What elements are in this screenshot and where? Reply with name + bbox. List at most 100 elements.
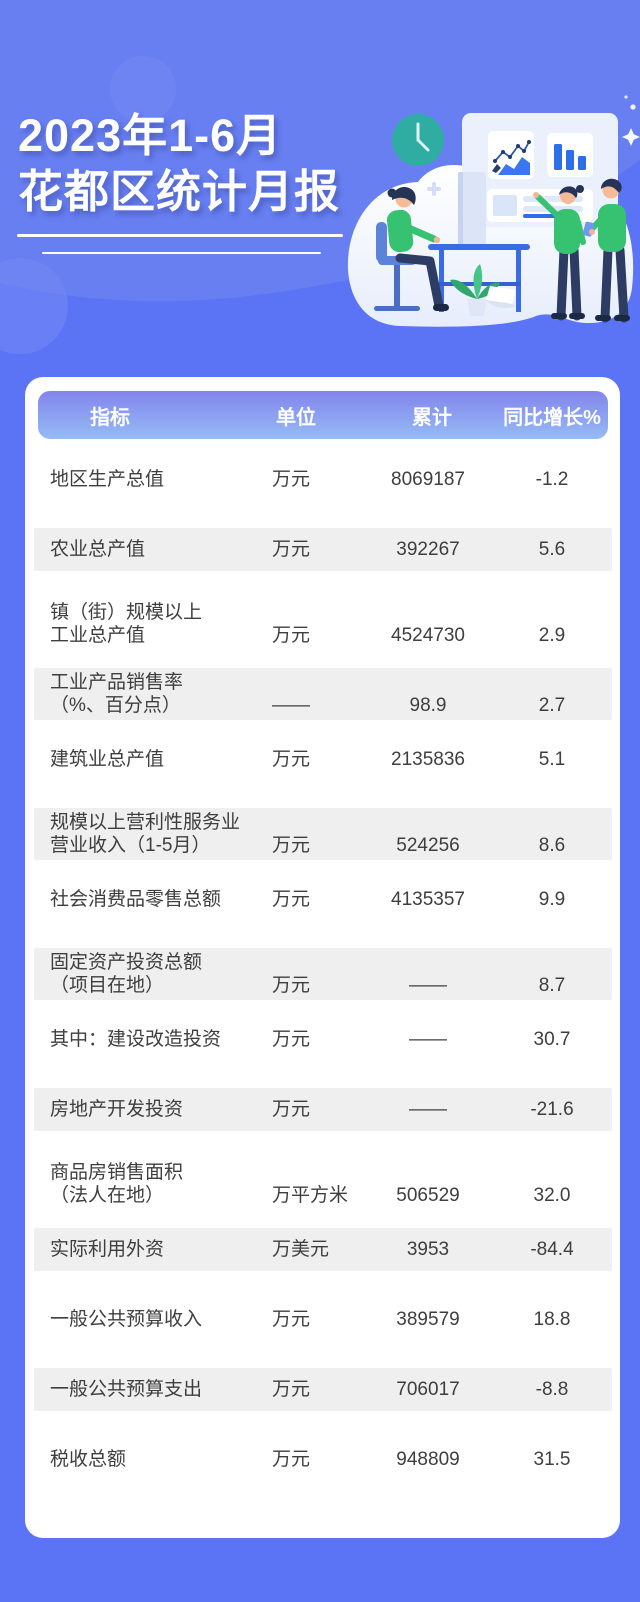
seated-person [386, 187, 449, 311]
yoy-cell: 30.7 [533, 1029, 571, 1050]
decor-dot-small [624, 95, 628, 99]
indicator-cell: 农业总产值 [50, 539, 146, 560]
title-underline-primary [17, 234, 343, 237]
yoy-cell: 32.0 [533, 1185, 571, 1206]
cumulative-cell: 8069187 [391, 469, 465, 490]
yoy-cell: -8.8 [535, 1379, 569, 1400]
unit-cell: 万元 [272, 1379, 311, 1400]
yoy-cell: 5.6 [538, 539, 566, 560]
paper-sheet [486, 286, 516, 308]
cumulative-cell: 392267 [396, 539, 460, 560]
indicator-cell: 社会消费品零售总额 [50, 889, 222, 910]
yoy-cell: 2.9 [538, 625, 566, 646]
column-header-yoy: 同比增长% [503, 406, 601, 429]
page-title: 2023年1-6月 花都区统计月报 [18, 108, 340, 220]
table-row: 工业产品销售率 （%、百分点） —— 98.9 2.7 [34, 668, 612, 720]
table-row: 房地产开发投资 万元 —— -21.6 [34, 1088, 612, 1131]
indicator-cell: 一般公共预算收入 [50, 1309, 203, 1330]
indicator-cell: 固定资产投资总额 （项目在地） [50, 952, 203, 996]
yoy-cell: -84.4 [530, 1239, 574, 1260]
table-row: 建筑业总产值 万元 2135836 5.1 [34, 738, 612, 781]
monitor [458, 172, 486, 245]
plus-icon [427, 182, 441, 196]
indicator-cell: 税收总额 [50, 1449, 127, 1470]
yoy-cell: -21.6 [530, 1099, 574, 1120]
line-chart-icon [488, 131, 534, 179]
column-header-unit: 单位 [276, 406, 316, 429]
table-row: 固定资产投资总额 （项目在地） 万元 —— 8.7 [34, 948, 612, 1000]
cumulative-cell: 706017 [396, 1379, 460, 1400]
indicator-cell: 工业产品销售率 （%、百分点） [50, 672, 184, 716]
table-row: 社会消费品零售总额 万元 4135357 9.9 [34, 878, 612, 921]
sparkle-icon [622, 128, 640, 146]
indicator-cell: 镇（街）规模以上 工业总产值 [50, 602, 203, 646]
cumulative-cell: —— [409, 1099, 447, 1120]
plant [450, 264, 500, 316]
cumulative-cell: 506529 [396, 1185, 460, 1206]
table-row: 农业总产值 万元 392267 5.6 [34, 528, 612, 571]
decor-circle-top [110, 56, 176, 122]
unit-cell: 万元 [272, 975, 311, 996]
cumulative-cell: 524256 [396, 835, 460, 856]
table-header-row: 指标 单位 累计 同比增长% [38, 391, 608, 439]
table-row: 地区生产总值 万元 8069187 -1.2 [34, 458, 612, 501]
unit-cell: 万元 [272, 469, 311, 490]
table-row: 商品房销售面积 （法人在地） 万平方米 506529 32.0 [34, 1158, 612, 1210]
unit-cell: —— [272, 695, 310, 716]
indicator-cell: 规模以上营利性服务业 营业收入（1-5月） [50, 812, 241, 856]
indicator-cell: 房地产开发投资 [50, 1099, 184, 1120]
cumulative-cell: 4135357 [391, 889, 465, 910]
yoy-cell: 9.9 [538, 889, 566, 910]
indicator-cell: 商品房销售面积 （法人在地） [50, 1162, 184, 1206]
table-row: 实际利用外资 万美元 3953 -84.4 [34, 1228, 612, 1271]
indicator-cell: 地区生产总值 [50, 469, 165, 490]
cumulative-cell: 98.9 [409, 695, 447, 716]
cumulative-cell: 3953 [406, 1239, 450, 1260]
table-row: 其中：建设改造投资 万元 —— 30.7 [34, 1018, 612, 1061]
indicator-cell: 其中：建设改造投资 [50, 1029, 222, 1050]
unit-cell: 万元 [272, 1029, 311, 1050]
unit-cell: 万元 [272, 625, 311, 646]
unit-cell: 万美元 [272, 1239, 330, 1260]
office-illustration [347, 95, 640, 327]
yoy-cell: 5.1 [538, 749, 566, 770]
unit-cell: 万元 [272, 1309, 311, 1330]
table-body: 地区生产总值 万元 8069187 -1.2 农业总产值 万元 392267 5… [34, 458, 612, 1481]
page-title-line1: 2023年1-6月 [18, 110, 283, 161]
indicator-cell: 一般公共预算支出 [50, 1379, 203, 1400]
cumulative-cell: 4524730 [391, 625, 465, 646]
decor-dot-large [630, 104, 636, 110]
cumulative-cell: —— [409, 975, 447, 996]
bar-chart-icon [547, 133, 593, 177]
yoy-cell: 8.6 [538, 835, 566, 856]
yoy-cell: 31.5 [533, 1449, 571, 1470]
cumulative-cell: 2135836 [391, 749, 465, 770]
table-row: 镇（街）规模以上 工业总产值 万元 4524730 2.9 [34, 598, 612, 650]
pointing-person [533, 185, 586, 321]
unit-cell: 万元 [272, 1099, 311, 1120]
page-title-line2: 花都区统计月报 [18, 166, 341, 217]
table-row: 规模以上营利性服务业 营业收入（1-5月） 万元 524256 8.6 [34, 808, 612, 860]
yoy-cell: -1.2 [535, 469, 569, 490]
yoy-cell: 8.7 [538, 975, 566, 996]
table-row: 税收总额 万元 948809 31.5 [34, 1438, 612, 1481]
yoy-cell: 2.7 [538, 695, 566, 716]
column-header-cumulative: 累计 [412, 406, 452, 429]
unit-cell: 万元 [272, 749, 311, 770]
table-row: 一般公共预算支出 万元 706017 -8.8 [34, 1368, 612, 1411]
clock-icon [392, 114, 444, 166]
indicator-cell: 建筑业总产值 [50, 749, 165, 770]
unit-cell: 万平方米 [272, 1185, 349, 1206]
column-header-indicator: 指标 [90, 406, 130, 429]
unit-cell: 万元 [272, 1449, 311, 1470]
unit-cell: 万元 [272, 539, 311, 560]
unit-cell: 万元 [272, 835, 311, 856]
report-table-card: 指标 单位 累计 同比增长% 地区生产总值 万元 8069187 -1.2 农业… [25, 377, 620, 1538]
cumulative-cell: 948809 [396, 1449, 460, 1470]
cumulative-cell: —— [409, 1029, 447, 1050]
unit-cell: 万元 [272, 889, 311, 910]
yoy-cell: 18.8 [533, 1309, 571, 1330]
title-underline-secondary [42, 252, 321, 254]
cumulative-cell: 389579 [396, 1309, 460, 1330]
